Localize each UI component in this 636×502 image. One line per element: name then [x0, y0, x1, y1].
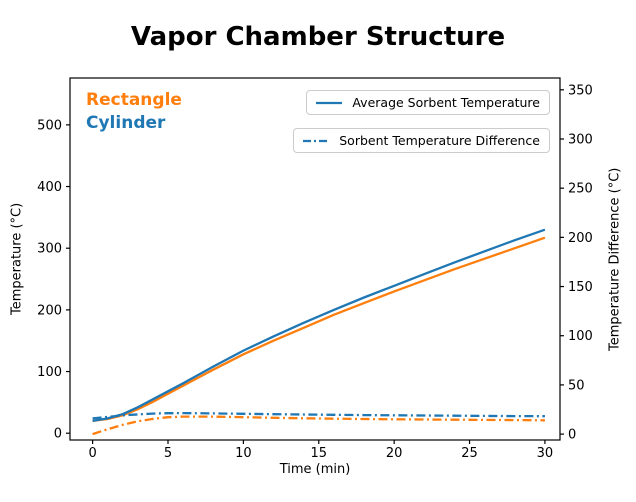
legend-average-sorbent-temperature: Average Sorbent Temperature [306, 90, 550, 115]
y-left-tick-label: 200 [37, 303, 62, 318]
x-tick-label: 5 [164, 446, 172, 461]
y-right-tick-label: 350 [568, 83, 593, 98]
y-axis-label-left: Temperature (°C) [9, 202, 25, 316]
x-tick-label: 0 [88, 446, 96, 461]
x-tick-label: 10 [235, 446, 252, 461]
x-axis-label: Time (min) [279, 462, 351, 477]
x-tick-label: 25 [461, 446, 478, 461]
y-left-tick-label: 500 [37, 118, 62, 133]
legend-solid-line-sample [316, 101, 343, 104]
series-line-rectangle-sorbent-temperature-difference [92, 415, 545, 436]
annotation-cylinder-label: Cylinder [86, 113, 166, 133]
chart-title: Vapor Chamber Structure [130, 22, 506, 52]
legend-label-difference: Sorbent Temperature Difference [339, 133, 540, 148]
y-right-tick-label: 250 [568, 182, 593, 197]
y-right-tick-label: 0 [568, 428, 576, 443]
legend-dashdot-line-sample [303, 139, 330, 142]
x-tick-label: 30 [537, 446, 554, 461]
plot-border [69, 77, 561, 441]
y-right-tick-label: 100 [568, 329, 593, 344]
annotation-cylinder: Cylinder [86, 113, 165, 134]
y-right-tick-label: 300 [568, 132, 593, 147]
y-right-tick-label: 50 [568, 378, 585, 393]
annotation-rectangle: Rectangle [86, 90, 182, 111]
y-left-tick-label: 0 [54, 427, 62, 442]
y-right-tick-label: 150 [568, 280, 593, 295]
x-tick-label: 15 [310, 446, 327, 461]
series-line-rectangle-average-sorbent-temperature [92, 236, 546, 423]
x-tick-label: 20 [386, 446, 403, 461]
series-line-cylinder-sorbent-temperature-difference [92, 411, 545, 420]
y-left-tick-label: 300 [37, 242, 62, 257]
y-axis-label-right: Temperature Difference (°C) [607, 167, 623, 351]
legend-label-average: Average Sorbent Temperature [352, 95, 540, 110]
y-left-tick-label: 400 [37, 180, 62, 195]
annotation-rectangle-label: Rectangle [86, 90, 182, 110]
y-right-tick-label: 200 [568, 231, 593, 246]
y-left-tick-label: 100 [37, 365, 62, 380]
legend-sorbent-temperature-difference: Sorbent Temperature Difference [293, 128, 550, 153]
series-line-cylinder-average-sorbent-temperature [92, 228, 546, 423]
